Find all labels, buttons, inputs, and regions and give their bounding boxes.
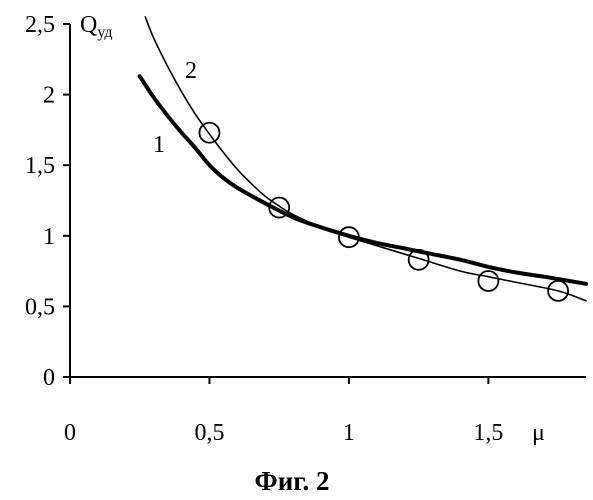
y-tick-label: 0 — [43, 365, 55, 391]
x-axis-label: μ — [532, 420, 545, 446]
series-lines — [140, 17, 586, 301]
y-axis-label: Qуд — [80, 12, 112, 41]
y-tick-label: 2 — [43, 83, 55, 109]
x-tick-label: 1,5 — [473, 420, 503, 446]
series-line-1 — [140, 76, 586, 284]
x-tick-label: 0 — [64, 420, 76, 446]
series-label-1: 1 — [153, 132, 165, 158]
data-point-marker — [478, 271, 498, 291]
data-markers — [199, 123, 568, 301]
figure-caption: Фиг. 2 — [255, 466, 330, 496]
series-label-2: 2 — [185, 58, 197, 84]
y-tick-label: 0,5 — [25, 294, 55, 320]
x-tick-label: 1 — [343, 420, 355, 446]
y-tick-label: 1,5 — [25, 153, 55, 179]
y-tick-label: 2,5 — [25, 12, 55, 38]
y-tick-label: 1 — [43, 224, 55, 250]
tick-labels: 0 0,5 1 1,5 2 2,5 0 0,5 1 1,5 — [25, 12, 503, 446]
x-tick-label: 0,5 — [194, 420, 224, 446]
series-line-2 — [145, 17, 586, 301]
